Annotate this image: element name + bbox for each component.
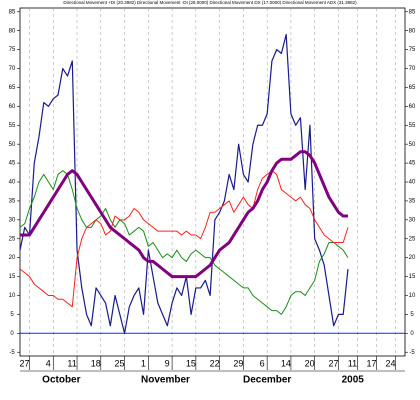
y-tick-label-right: 40 (409, 180, 416, 186)
x-tick-label: 9 (165, 358, 170, 368)
y-tick-label: 35 (9, 198, 16, 204)
y-tick-label-right: 35 (409, 198, 416, 204)
y-tick-label-right: 65 (409, 85, 416, 91)
y-tick-label: 45 (9, 161, 16, 167)
y-tick-label-right: 15 (409, 274, 416, 280)
y-tick-label: 60 (9, 104, 16, 110)
x-tick-label: 20 (305, 358, 315, 368)
y-tick-label: 20 (9, 255, 16, 261)
series-line (19, 170, 349, 308)
x-tick-label: 11 (67, 358, 76, 368)
x-tick-label: 4 (46, 358, 51, 368)
x-tick-label: 25 (115, 358, 125, 368)
month-label: 2005 (342, 375, 365, 386)
y-tick-label: 65 (9, 85, 16, 91)
y-tick-label: 70 (9, 66, 16, 72)
x-tick-label: 27 (328, 358, 338, 368)
y-tick-label-right: 55 (409, 123, 416, 129)
y-tick-label: 80 (9, 28, 16, 34)
y-tick-label-right: 85 (409, 9, 416, 15)
x-tick-label: 22 (210, 358, 220, 368)
x-tick-label: 24 (385, 358, 395, 368)
month-label: October (42, 375, 80, 386)
y-tick-label: -5 (9, 350, 15, 356)
y-tick-label: 85 (9, 9, 16, 15)
x-tick-label: 17 (366, 358, 376, 368)
y-tick-label: 25 (9, 236, 16, 242)
y-tick-label-right: 70 (409, 66, 416, 72)
x-tick-label: 18 (91, 358, 101, 368)
y-tick-label-right: 20 (409, 255, 416, 261)
y-tick-label: 75 (9, 47, 16, 53)
y-tick-label: 40 (9, 180, 16, 186)
x-tick-label: 29 (233, 358, 243, 368)
x-tick-label: 6 (260, 358, 265, 368)
y-tick-label-right: 30 (409, 217, 416, 223)
y-tick-label-right: 10 (409, 293, 416, 299)
y-tick-label-right: 60 (409, 104, 416, 110)
y-tick-label-right: 75 (409, 47, 416, 53)
y-tick-label-right: 45 (409, 161, 416, 167)
series-line (20, 150, 348, 279)
x-tick-label: 11 (348, 358, 357, 368)
y-tick-label-right: 50 (409, 142, 416, 148)
y-tick-label-right: 0 (410, 331, 414, 337)
x-tick-label: 27 (19, 358, 29, 368)
y-tick-label: 50 (9, 142, 16, 148)
series-line (19, 170, 349, 315)
series-line (19, 33, 349, 334)
y-tick-label-right: -5 (409, 350, 415, 356)
y-tick-label: 15 (9, 274, 16, 280)
x-tick-label: 14 (281, 358, 291, 368)
y-tick-label: 0 (10, 331, 14, 337)
y-tick-label-right: 25 (409, 236, 416, 242)
x-tick-label: 1 (141, 358, 146, 368)
y-tick-label-right: 80 (409, 28, 416, 34)
y-tick-label: 55 (9, 123, 16, 129)
y-tick-label: 5 (10, 312, 14, 318)
y-tick-label-right: 5 (410, 312, 414, 318)
month-label: December (243, 375, 291, 386)
y-tick-label: 10 (9, 293, 16, 299)
x-tick-label: 15 (186, 358, 196, 368)
y-tick-label: 30 (9, 217, 16, 223)
chart-title: Directional Movement +DI (20.3982) Direc… (63, 0, 357, 5)
month-label: November (141, 375, 190, 386)
